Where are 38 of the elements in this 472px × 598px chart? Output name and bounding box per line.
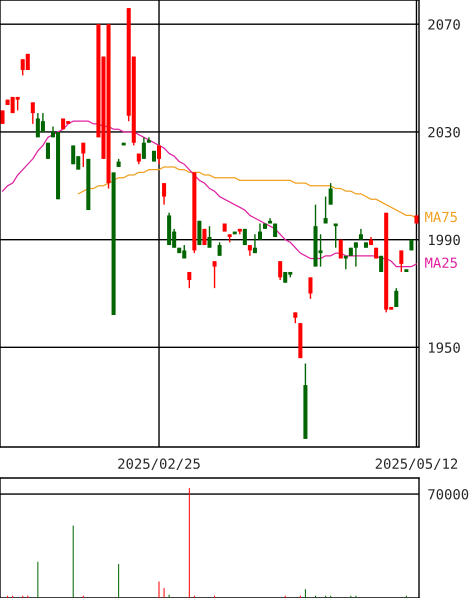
y-tick-label: 2070 [428, 19, 460, 30]
candlestick [324, 196, 328, 224]
candlestick [162, 182, 166, 206]
y-tick-label: 70000 [428, 489, 468, 500]
candlestick [30, 102, 35, 125]
candlestick [212, 260, 217, 289]
candlestick [399, 250, 404, 273]
candlestick [252, 234, 257, 254]
candlestick [0, 110, 5, 125]
series-label: MA25 [425, 257, 457, 268]
y-tick-label: 1950 [429, 342, 460, 353]
x-tick-label: 2025/02/25 [118, 458, 200, 470]
candlestick [409, 238, 414, 252]
candlestick [338, 238, 343, 260]
candlestick [334, 222, 338, 248]
candlestick [187, 271, 192, 289]
candlestick [394, 287, 398, 308]
y-tick-label: 1990 [429, 234, 460, 246]
candlestick [354, 242, 358, 268]
candlestick [379, 255, 384, 273]
line-series [2, 120, 418, 268]
candlestick [248, 244, 252, 257]
candlestick [142, 136, 146, 160]
candlestick [258, 222, 262, 240]
candlestick [218, 242, 222, 257]
series-label: MA75 [425, 212, 457, 222]
line-series [78, 166, 418, 219]
x-tick-label: 2025/05/12 [376, 458, 458, 470]
y-tick-label: 2030 [428, 126, 460, 138]
candlestick [308, 276, 312, 300]
candlestick [81, 142, 86, 168]
candlestick [344, 255, 348, 270]
candlestick [46, 142, 50, 160]
candlestick [278, 260, 282, 281]
candlestick [273, 222, 278, 238]
candlestick [328, 182, 333, 206]
candlestick [207, 226, 212, 248]
candlestick [157, 144, 162, 165]
